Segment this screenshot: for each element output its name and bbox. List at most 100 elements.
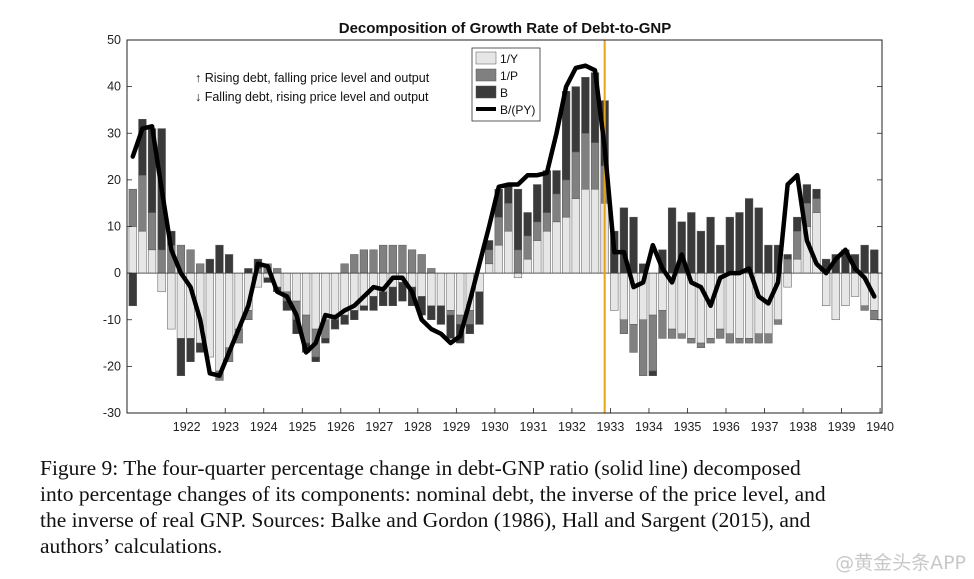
bar-segment [128,226,137,274]
bar-segment [465,324,474,334]
bar-segment [648,272,657,316]
bar-segment [542,170,551,213]
bar-segment [321,272,330,321]
bar-segment [436,272,446,307]
bar-segment [696,342,706,348]
bar-segment [735,272,744,339]
bar-segment [436,305,446,325]
bar-segment [773,319,783,325]
bar-segment [725,333,734,344]
bar-segment [484,263,494,274]
x-tick-label: 1929 [442,420,470,434]
x-tick-label: 1936 [712,420,740,434]
bar-segment [812,188,821,199]
bar-segment [870,310,879,320]
bar-segment [706,216,715,274]
bar-segment [725,216,734,274]
bar-segment [542,230,551,274]
bar-segment [273,268,282,274]
bar-segment [138,174,147,232]
bar-segment [870,249,879,274]
bar-segment [379,291,388,307]
y-axis: 50 40 30 20 10 0 -10 -20 -30 [103,33,882,420]
bar-segment [224,254,234,274]
x-tick-label: 1934 [635,420,663,434]
figure-caption: Figure 9: The four-quarter percentage ch… [40,455,960,559]
y-tick-label: -20 [103,359,121,373]
bar-segment [745,338,754,344]
bar-segment [407,249,417,274]
bar-segment [629,324,638,353]
bar-segment [475,291,484,325]
bar-segment [369,249,378,274]
bar-segment [388,286,397,307]
bar-segment [687,338,696,344]
bar-segment [205,258,214,274]
bar-segment [504,202,513,232]
bar-segment [764,244,773,274]
bar-segment [590,188,600,274]
bar-segment [398,282,407,302]
bar-segment [802,184,811,204]
bar-segment [552,221,561,274]
x-tick-label: 1939 [828,420,856,434]
bar-segment [793,230,802,260]
bar-segment [321,338,330,344]
bar-segment [176,338,186,376]
bar-segment [667,207,677,274]
bar-segment [224,272,234,348]
bar-segment [388,244,397,274]
bar-segment [359,249,368,274]
bar-segment [850,272,860,297]
chart: Decomposition of Growth Rate of Debt-to-… [103,20,894,434]
bar-segment [812,198,821,213]
bar-segment [783,258,792,274]
bar-segment [523,235,532,260]
bar-segment [696,230,706,274]
bar-segment [340,314,349,325]
y-tick-label: -30 [103,406,121,420]
bar-segment [764,333,773,344]
bar-segment [398,244,407,274]
legend-label: B/(PY) [500,103,535,117]
bar-segment [523,258,532,274]
bar-segment [513,188,523,251]
bar-segment [350,254,359,274]
bar-segment [513,272,523,279]
x-tick-label: 1926 [327,420,355,434]
bar-segment [831,272,840,321]
bar-segment [494,244,503,274]
bar-segment [369,296,378,311]
bar-segment [350,310,359,320]
y-tick-label: 30 [107,126,121,140]
bar-segment [138,119,147,176]
bar-segment [427,268,436,274]
bar-segment [658,272,667,311]
bar-segment [687,212,696,274]
bar-segment [542,212,551,232]
caption-line: the inverse of real GNP. Sources: Balke … [40,508,811,532]
bar-segment [562,216,571,274]
x-tick-label: 1931 [519,420,547,434]
x-tick-label: 1933 [597,420,625,434]
y-tick-label: 0 [114,266,121,280]
bar-segment [205,272,214,358]
bar-segment [754,333,763,344]
bar-segment [186,249,195,274]
bar-segment [533,240,542,274]
bar-segment [417,254,426,274]
x-tick-label: 1938 [789,420,817,434]
bar-segment [822,272,831,307]
bar-segment [186,338,195,362]
bar-segment [379,244,388,274]
bar-segment [523,212,532,237]
bar-segment [667,328,677,339]
bar-segment [446,310,455,316]
bar-segment [302,272,311,316]
x-tick-label: 1930 [481,420,509,434]
x-tick-label: 1924 [250,420,278,434]
bar-segment [754,207,763,274]
y-tick-label: 10 [107,220,121,234]
bar-segment [590,142,600,190]
bar-segment [581,77,590,134]
